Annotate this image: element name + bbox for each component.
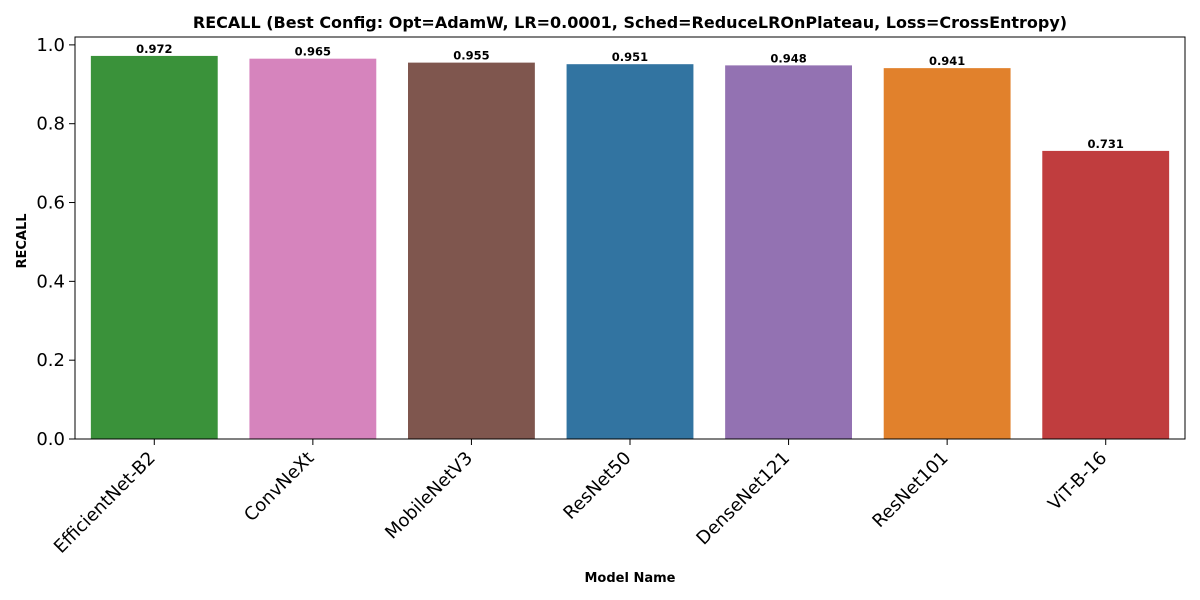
bar-value-label: 0.955 <box>453 49 489 63</box>
bar-value-label: 0.951 <box>612 50 648 64</box>
y-tick-label: 0.2 <box>36 350 65 371</box>
bar <box>249 58 377 439</box>
bar <box>408 62 535 439</box>
bar <box>883 68 1011 440</box>
bar-value-label: 0.965 <box>295 45 331 59</box>
plot-frame <box>74 36 1186 440</box>
y-tick-label: 0.4 <box>36 271 65 292</box>
bar-value-label: 0.948 <box>770 51 806 65</box>
y-tick-label: 1.0 <box>36 35 65 56</box>
bar-value-label: 0.972 <box>136 42 172 56</box>
bar-value-label: 0.941 <box>929 54 965 68</box>
y-tick-label: 0.0 <box>36 429 65 450</box>
bar <box>725 65 852 440</box>
bar <box>90 55 218 439</box>
chart-title: RECALL (Best Config: Opt=AdamW, LR=0.000… <box>193 13 1067 32</box>
bars-group: 0.972 0.965 0.955 0.951 0.948 0.941 0.731 <box>90 42 1170 440</box>
y-axis-label: RECALL <box>15 213 30 268</box>
bar <box>1042 150 1170 439</box>
y-tick-label: 0.8 <box>36 114 65 135</box>
x-axis-label: Model Name <box>585 571 676 586</box>
bar <box>566 64 694 439</box>
y-tick-label: 0.6 <box>36 193 65 214</box>
y-tick-labels: 0.0 0.2 0.4 0.6 0.8 1.0 <box>36 35 75 450</box>
bar-value-label: 0.731 <box>1088 137 1124 151</box>
